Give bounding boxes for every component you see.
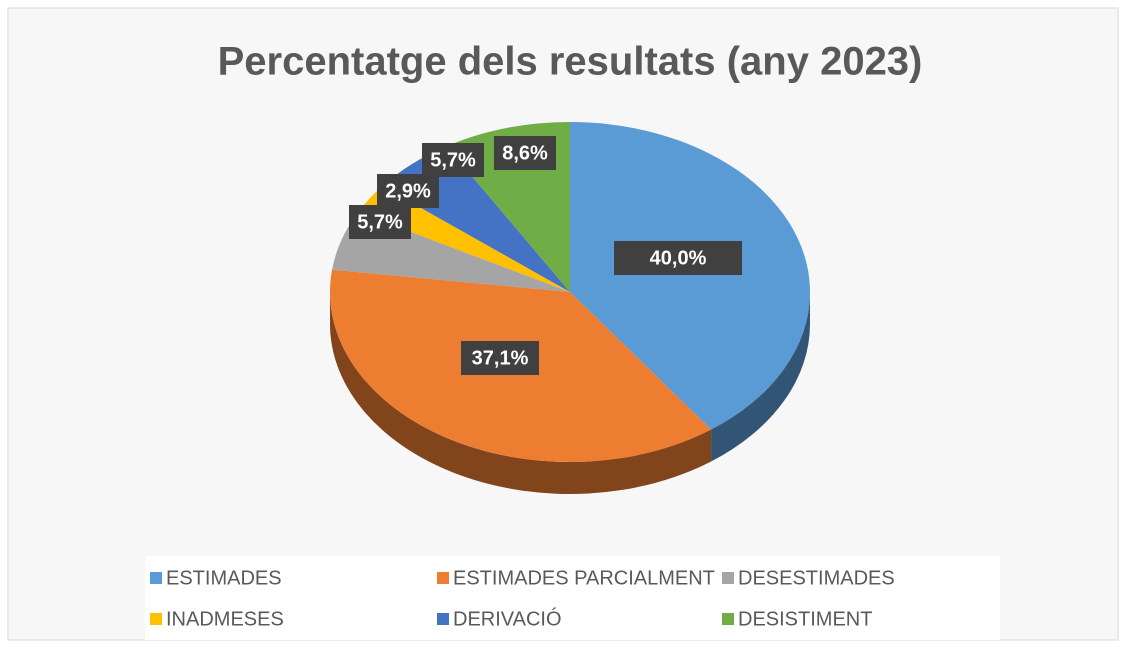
legend-label: DERIVACIÓ	[453, 607, 562, 630]
slice-side	[711, 292, 810, 462]
slice	[570, 122, 811, 430]
data-label-box	[349, 205, 411, 239]
data-label-box	[614, 241, 742, 275]
data-label: 40,0%	[650, 247, 707, 269]
legend-label: INADMESES	[166, 608, 284, 630]
legend-label: ESTIMADES	[166, 567, 282, 589]
data-label: 5,7%	[357, 211, 403, 233]
slice	[358, 186, 570, 292]
legend-swatch	[437, 613, 449, 625]
legend-label: DESESTIMADES	[738, 567, 895, 589]
data-label: 2,9%	[385, 180, 431, 202]
data-label-box	[422, 143, 484, 177]
legend-label: DESISTIMENT	[738, 608, 872, 630]
data-label: 37,1%	[472, 347, 529, 369]
chart-title: Percentatge dels resultats (any 2023)	[218, 40, 923, 84]
data-label: 8,6%	[502, 142, 548, 164]
legend-label: ESTIMADES PARCIALMENT	[453, 567, 715, 589]
data-label: 5,7%	[430, 149, 476, 171]
legend-swatch	[150, 613, 162, 625]
data-label-box	[377, 174, 439, 208]
legend-swatch	[437, 572, 449, 584]
slice-side	[330, 292, 712, 495]
legend-swatch	[722, 613, 734, 625]
legend-box	[145, 556, 1000, 640]
legend-swatch	[722, 572, 734, 584]
legend-swatch	[150, 572, 162, 584]
data-label-box	[461, 341, 539, 375]
data-label-box	[494, 136, 556, 170]
